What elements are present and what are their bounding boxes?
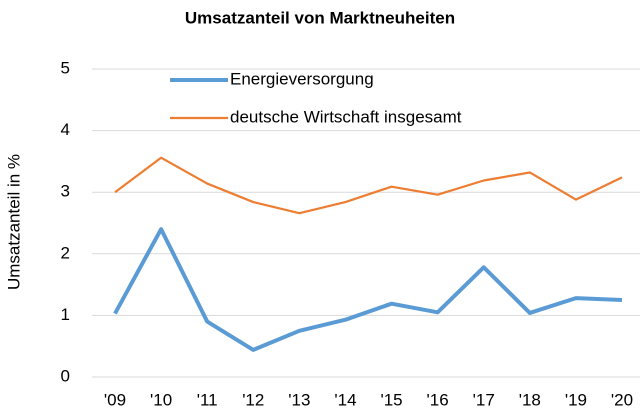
x-tick-label: '17 [473,390,495,409]
y-axis-label: Umsatzanteil in % [4,154,23,290]
x-tick-label: '19 [565,390,587,409]
legend-label: deutsche Wirtschaft insgesamt [230,107,462,126]
x-tick-label: '16 [427,390,449,409]
y-tick-label: 2 [61,243,70,262]
x-tick-label: '13 [288,390,310,409]
x-tick-label: '18 [519,390,541,409]
y-tick-label: 1 [61,305,70,324]
x-tick-label: '10 [150,390,172,409]
y-tick-label: 4 [61,120,70,139]
y-tick-label: 3 [61,182,70,201]
x-tick-label: '09 [104,390,126,409]
x-tick-label: '20 [611,390,633,409]
line-series [113,227,623,352]
x-tick-label: '14 [334,390,356,409]
x-tick-label: '12 [242,390,264,409]
x-tick-label: '15 [380,390,402,409]
x-tick-label: '11 [197,390,218,409]
legend-label: Energieversorgung [230,69,374,88]
y-tick-label: 0 [61,366,70,385]
chart-title: Umsatzanteil von Marktneuheiten [185,8,455,27]
line-series [114,156,623,215]
y-tick-label: 5 [61,58,70,77]
